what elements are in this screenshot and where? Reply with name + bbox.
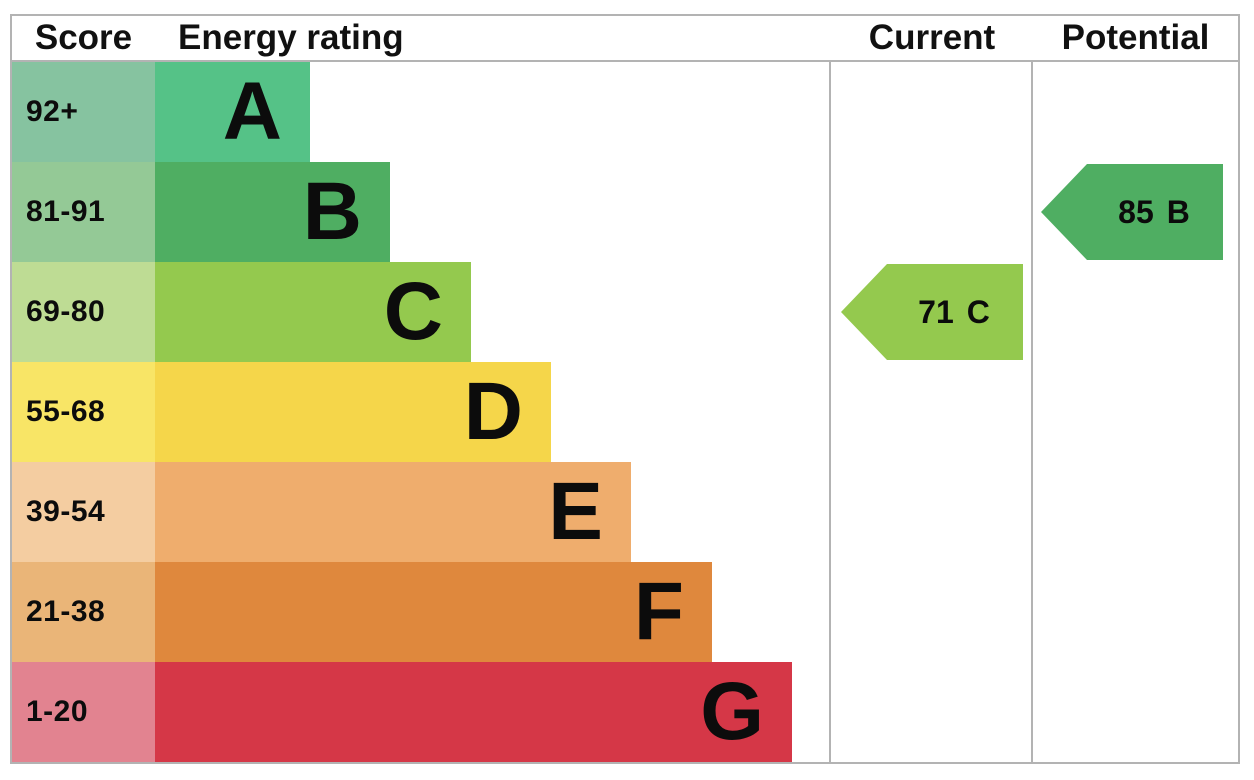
band-row: 1-20 G [12,662,1238,762]
potential-rating-grade: B [1166,193,1190,230]
band-row: 81-91 B [12,162,1238,262]
band-bar: C [155,262,471,362]
divider-energy-current [829,16,831,762]
score-cell: 21-38 [12,562,155,662]
band-letter: D [463,366,523,457]
band-bar: B [155,162,390,262]
score-cell: 39-54 [12,462,155,562]
band-bar: G [155,662,792,762]
score-cell: 1-20 [12,662,155,762]
band-letter: B [302,166,362,257]
table-header: Score Energy rating Current Potential [12,16,1238,62]
band-row: 39-54 E [12,462,1238,562]
band-rows: 92+ A 81-91 B 69-80 C 55-68 D 39-54 E 21… [12,62,1238,762]
band-letter: F [633,566,684,657]
band-bar: F [155,562,712,662]
header-potential: Potential [1061,18,1210,57]
score-cell: 55-68 [12,362,155,462]
band-bar: D [155,362,551,462]
band-letter: E [548,466,603,557]
band-letter: G [700,666,764,757]
current-rating-value: 71 [918,293,954,330]
score-cell: 69-80 [12,262,155,362]
band-row: 55-68 D [12,362,1238,462]
band-row: 92+ A [12,62,1238,162]
band-bar: E [155,462,631,562]
band-letter: A [222,66,282,157]
header-score: Score [34,18,133,57]
potential-rating-value: 85 [1118,193,1154,230]
current-rating-grade: C [966,293,990,330]
epc-table: Score Energy rating Current Potential 92… [10,14,1240,764]
header-current: Current [868,18,996,57]
band-letter: C [383,266,443,357]
divider-current-potential [1031,16,1033,762]
header-energy-rating: Energy rating [178,18,404,57]
score-cell: 81-91 [12,162,155,262]
band-bar: A [155,62,310,162]
score-cell: 92+ [12,62,155,162]
band-row: 21-38 F [12,562,1238,662]
band-row: 69-80 C [12,262,1238,362]
